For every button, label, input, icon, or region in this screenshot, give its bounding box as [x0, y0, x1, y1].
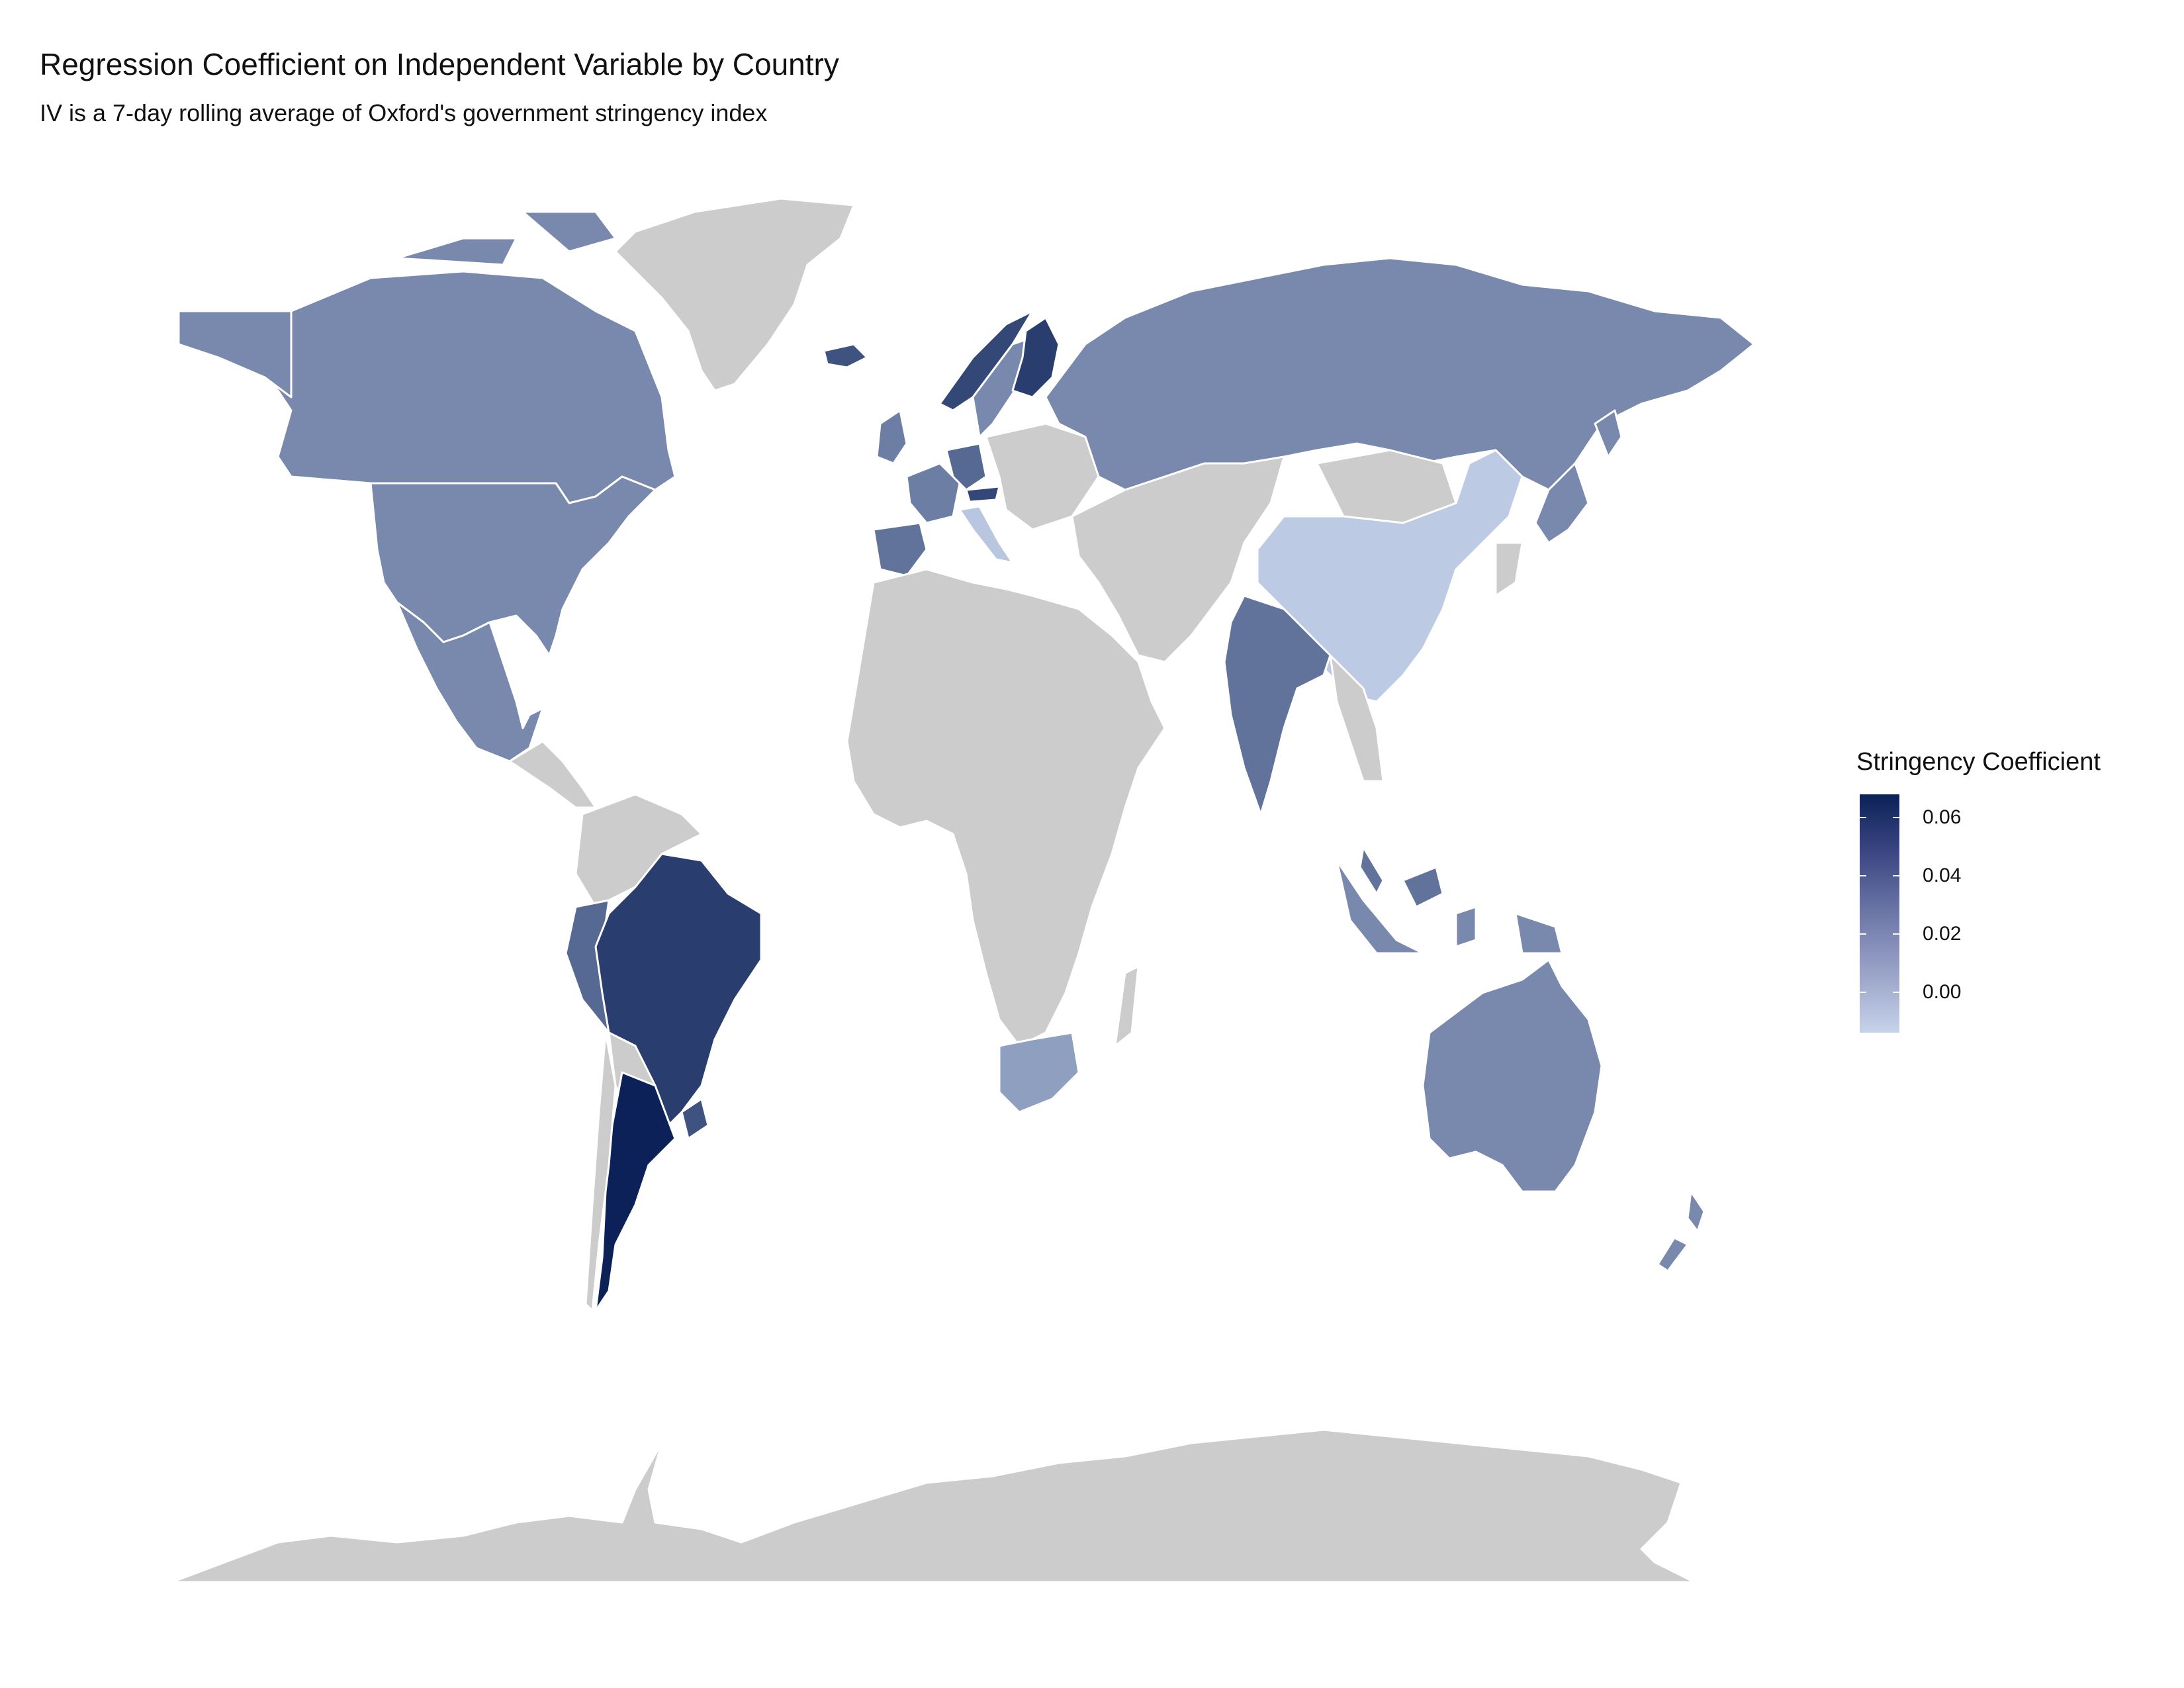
region-south-africa — [998, 1031, 1080, 1113]
region-japan — [1534, 409, 1623, 544]
region-canada — [177, 211, 676, 504]
legend-colorbar — [1860, 794, 1899, 1033]
region-brazil — [594, 853, 762, 1133]
region-indonesia — [1336, 859, 1563, 955]
legend-tick-label: 0.06 — [1923, 806, 1962, 829]
chart-subtitle: IV is a 7-day rolling average of Oxford'… — [40, 99, 768, 126]
region-spain — [872, 522, 928, 577]
legend-tick-label: 0.02 — [1923, 922, 1962, 945]
region-finland — [1011, 316, 1060, 399]
region-korea — [1494, 541, 1524, 597]
region-africa — [846, 568, 1166, 1047]
region-uruguay — [680, 1098, 709, 1140]
region-italy — [958, 505, 1014, 564]
region-germany — [945, 442, 987, 491]
region-middle-east-central-asia — [1071, 455, 1285, 663]
legend-tick-label: 0.04 — [1923, 864, 1962, 886]
region-norway — [938, 310, 1034, 412]
chart-title: Regression Coefficient on Independent Va… — [40, 47, 839, 81]
region-madagascar — [1114, 965, 1140, 1047]
region-france — [905, 462, 961, 524]
region-iceland — [823, 343, 868, 369]
region-austria — [965, 485, 1001, 503]
region-new-zealand — [1657, 1190, 1706, 1272]
region-india — [1223, 594, 1332, 816]
legend-title: Stringency Coefficient — [1856, 748, 2101, 776]
region-alaska — [177, 310, 293, 399]
region-southeast-asia — [1329, 654, 1385, 782]
region-uk — [876, 409, 908, 465]
region-central-america — [508, 740, 597, 809]
region-chile — [584, 1031, 617, 1312]
region-greenland — [614, 197, 855, 392]
region-malaysia — [1359, 846, 1444, 908]
region-australia — [1422, 959, 1603, 1193]
legend-tick-label: 0.00 — [1923, 980, 1962, 1003]
region-mexico — [396, 601, 544, 763]
region-antarctica — [171, 1429, 1696, 1583]
